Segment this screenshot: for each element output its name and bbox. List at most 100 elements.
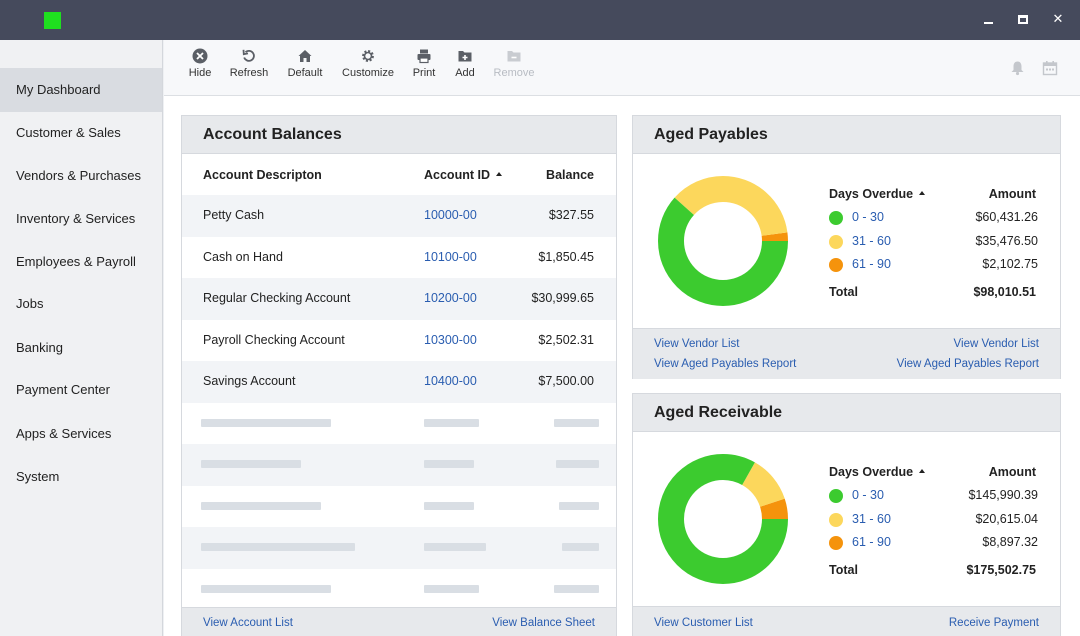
placeholder-bar [201, 460, 301, 468]
table-row[interactable]: Cash on Hand 10100-00 $1,850.45 [182, 237, 616, 279]
total-label: Total [829, 285, 858, 299]
account-balance: $2,502.31 [538, 332, 594, 347]
remove-folder-icon [507, 51, 521, 62]
view-balance-sheet-link[interactable]: View Balance Sheet [492, 617, 595, 629]
table-row[interactable]: Petty Cash 10000-00 $327.55 [182, 195, 616, 237]
account-id-link[interactable]: 10400-00 [424, 374, 477, 388]
aged-payables-footer: View Vendor List View Aged Payables Repo… [633, 328, 1060, 379]
aged-receivable-panel: Aged Receivable Days Overdue Amount 0 - … [632, 393, 1061, 636]
account-balance: $327.55 [548, 208, 594, 222]
aged-payables-donut-chart [658, 176, 788, 306]
placeholder-bar [554, 584, 599, 593]
account-description: Petty Cash [203, 208, 265, 222]
placeholder-bar [556, 460, 599, 468]
sidebar-item-vendors-purchases[interactable]: Vendors & Purchases [16, 168, 142, 183]
close-circle-icon [192, 48, 208, 64]
table-header: Account Descripton Account ID Balance [182, 155, 616, 195]
view-aged-payables-report-link[interactable]: View Aged Payables Report [654, 358, 797, 370]
sidebar-item-banking[interactable]: Banking [16, 340, 63, 355]
range-link[interactable]: 0 - 30 [852, 210, 884, 224]
range-link[interactable]: 0 - 30 [852, 488, 884, 502]
sidebar-item-employees-payroll[interactable]: Employees & Payroll [16, 254, 136, 269]
legend-dot [829, 513, 843, 527]
placeholder-bar [201, 418, 331, 427]
range-link[interactable]: 31 - 60 [852, 512, 891, 526]
account-description: Regular Checking Account [203, 291, 351, 305]
column-account-description[interactable]: Account Descripton [203, 168, 322, 182]
column-account-id[interactable]: Account ID [424, 155, 502, 195]
sidebar-item-inventory-services[interactable]: Inventory & Services [16, 211, 136, 226]
refresh-icon [242, 49, 255, 62]
sidebar-item-customer-sales[interactable]: Customer & Sales [16, 125, 121, 140]
sidebar-item-payment-center[interactable]: Payment Center [16, 382, 110, 397]
account-id-link[interactable]: 10000-00 [424, 208, 477, 222]
placeholder-row [182, 569, 616, 611]
donut-slice-0-30 [658, 454, 788, 584]
placeholder-row [182, 527, 616, 569]
sidebar-item-my-dashboard[interactable]: My Dashboard [0, 68, 162, 112]
aged-receivable-footer: View Customer List Receive Payment [633, 606, 1060, 636]
total-label: Total [829, 563, 858, 577]
placeholder-bar [201, 584, 331, 593]
placeholder-bar [562, 543, 599, 551]
customize-button[interactable]: Customize [340, 48, 396, 79]
amount-header: Amount [988, 465, 1036, 479]
app-logo [44, 12, 61, 29]
aged-receivable-title: Aged Receivable [633, 394, 1060, 432]
bell-icon[interactable] [1010, 60, 1025, 81]
account-id-link[interactable]: 10300-00 [424, 332, 477, 347]
legend-row: 0 - 30 $145,990.39 [829, 488, 1038, 504]
printer-icon [417, 49, 431, 64]
legend-dot [829, 211, 843, 225]
legend-dot [829, 258, 843, 272]
home-icon [298, 50, 312, 62]
column-balance[interactable]: Balance [546, 168, 594, 182]
default-button[interactable]: Default [284, 48, 326, 79]
days-overdue-header[interactable]: Days Overdue [829, 465, 926, 479]
remove-button[interactable]: Remove [493, 48, 535, 79]
placeholder-bar [424, 543, 486, 551]
receive-payment-link[interactable]: Receive Payment [948, 617, 1039, 629]
view-vendor-list-link[interactable]: View Vendor List [654, 338, 740, 350]
account-balance: $7,500.00 [538, 374, 594, 388]
default-label: Default [287, 67, 323, 79]
donut-slice-0-30 [658, 176, 788, 306]
account-description: Cash on Hand [203, 249, 283, 264]
table-row[interactable]: Savings Account 10400-00 $7,500.00 [182, 361, 616, 403]
table-row[interactable]: Payroll Checking Account 10300-00 $2,502… [182, 320, 616, 362]
range-link[interactable]: 61 - 90 [852, 535, 891, 549]
view-customer-list-link[interactable]: View Customer List [654, 617, 753, 629]
add-button[interactable]: Add [452, 48, 478, 79]
range-amount: $35,476.50 [975, 234, 1038, 248]
account-description: Payroll Checking Account [203, 332, 345, 347]
range-link[interactable]: 31 - 60 [852, 234, 891, 248]
placeholder-bar [201, 501, 321, 510]
close-icon[interactable]: ✕ [1052, 12, 1064, 27]
maximize-icon[interactable] [1011, 8, 1035, 32]
column-account-id-label: Account ID [424, 168, 490, 182]
sidebar-item-jobs[interactable]: Jobs [16, 296, 44, 311]
calendar-icon[interactable] [1042, 60, 1058, 81]
account-id-link[interactable]: 10100-00 [424, 249, 477, 264]
table-row[interactable]: Regular Checking Account 10200-00 $30,99… [182, 278, 616, 320]
sort-ascending-icon [495, 171, 502, 176]
hide-button[interactable]: Hide [188, 48, 212, 79]
minimize-icon[interactable] [976, 8, 1000, 32]
sidebar-item-system[interactable]: System [16, 469, 60, 484]
total-amount: $98,010.51 [973, 285, 1036, 299]
print-button[interactable]: Print [409, 48, 439, 79]
days-overdue-header[interactable]: Days Overdue [829, 187, 926, 201]
toolbar: Hide Refresh Default Customize Print [164, 40, 1080, 96]
sidebar-item-apps-services[interactable]: Apps & Services [16, 426, 112, 441]
hide-label: Hide [188, 67, 212, 79]
range-link[interactable]: 61 - 90 [852, 257, 891, 271]
account-id-link[interactable]: 10200-00 [424, 291, 477, 305]
view-vendor-list-link-right[interactable]: View Vendor List [953, 338, 1039, 350]
refresh-button[interactable]: Refresh [228, 48, 270, 79]
view-aged-payables-report-link-right[interactable]: View Aged Payables Report [896, 358, 1039, 370]
view-account-list-link[interactable]: View Account List [203, 617, 293, 629]
legend-dot [829, 235, 843, 249]
legend-dot [829, 536, 843, 550]
account-balances-footer: View Account List View Balance Sheet [182, 607, 616, 636]
account-balances-title: Account Balances [182, 116, 616, 154]
